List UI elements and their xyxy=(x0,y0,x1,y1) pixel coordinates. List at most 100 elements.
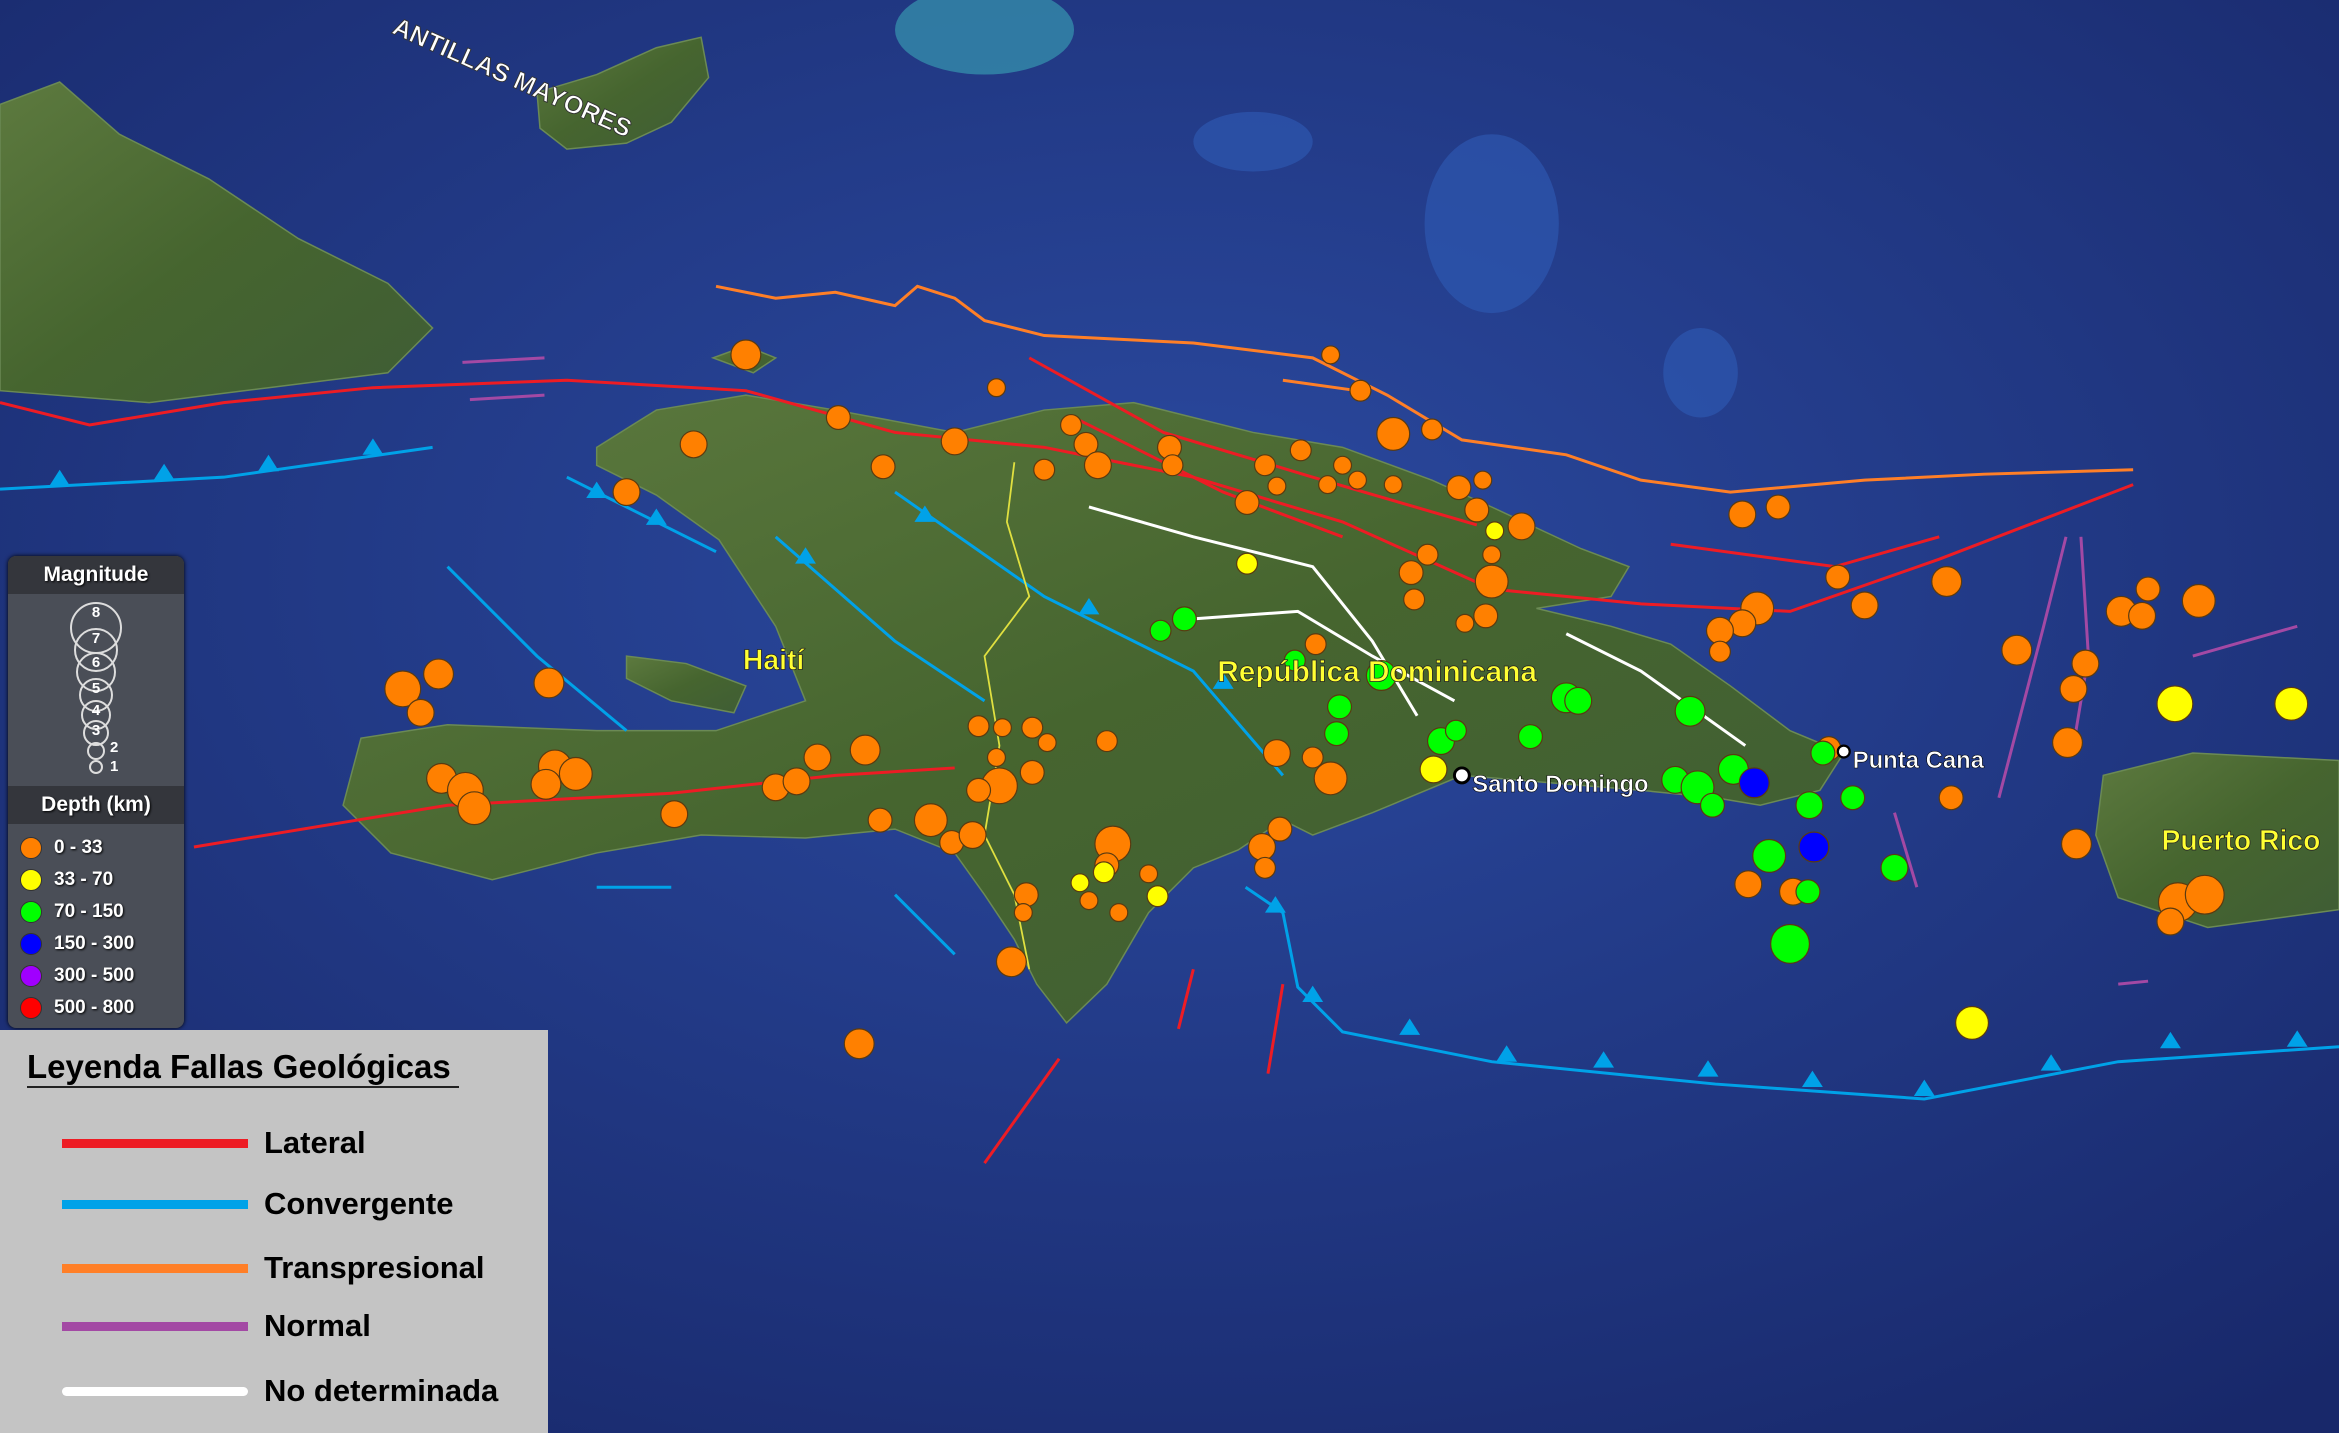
earthquake-marker[interactable] xyxy=(530,768,562,800)
earthquake-marker[interactable] xyxy=(384,670,422,708)
earthquake-marker[interactable] xyxy=(995,946,1027,978)
earthquake-marker[interactable] xyxy=(849,734,881,766)
earthquake-marker[interactable] xyxy=(1304,633,1327,656)
earthquake-marker[interactable] xyxy=(843,1028,875,1060)
earthquake-marker[interactable] xyxy=(1083,451,1112,480)
earthquake-marker[interactable] xyxy=(782,767,811,796)
earthquake-marker[interactable] xyxy=(992,718,1012,738)
earthquake-marker[interactable] xyxy=(966,777,992,803)
earthquake-marker[interactable] xyxy=(1464,497,1490,523)
earthquake-marker[interactable] xyxy=(1267,816,1293,842)
earthquake-marker[interactable] xyxy=(2051,727,2084,759)
earthquake-marker[interactable] xyxy=(1253,856,1277,879)
earthquake-marker[interactable] xyxy=(986,747,1007,768)
earthquake-marker[interactable] xyxy=(533,667,565,699)
earthquake-marker[interactable] xyxy=(1795,791,1824,820)
earthquake-marker[interactable] xyxy=(457,791,492,826)
earthquake-marker[interactable] xyxy=(1236,552,1259,575)
santo-domingo-marker[interactable] xyxy=(1452,766,1471,785)
earthquake-marker[interactable] xyxy=(1734,870,1763,899)
earthquake-marker[interactable] xyxy=(1019,759,1045,785)
earthquake-marker[interactable] xyxy=(2001,634,2033,666)
earthquake-marker[interactable] xyxy=(2156,685,2194,723)
earthquake-marker[interactable] xyxy=(1931,566,1963,598)
earthquake-marker[interactable] xyxy=(1798,831,1830,863)
earthquake-marker[interactable] xyxy=(1482,545,1502,565)
earthquake-marker[interactable] xyxy=(1289,439,1312,462)
earthquake-marker[interactable] xyxy=(730,339,762,371)
earthquake-marker[interactable] xyxy=(1139,864,1159,884)
earthquake-marker[interactable] xyxy=(1765,494,1791,520)
earthquake-marker[interactable] xyxy=(1419,755,1448,784)
earthquake-marker[interactable] xyxy=(1313,761,1348,796)
earthquake-marker[interactable] xyxy=(1327,694,1353,720)
earthquake-marker[interactable] xyxy=(1474,564,1509,599)
earthquake-marker[interactable] xyxy=(2135,576,2161,602)
earthquake-marker[interactable] xyxy=(958,821,987,850)
earthquake-marker[interactable] xyxy=(1037,733,1057,753)
earthquake-marker[interactable] xyxy=(1253,454,1277,477)
earthquake-marker[interactable] xyxy=(2181,583,2216,618)
earthquake-marker[interactable] xyxy=(1825,564,1851,590)
earthquake-marker[interactable] xyxy=(1517,724,1544,750)
earthquake-marker[interactable] xyxy=(1332,455,1353,475)
earthquake-marker[interactable] xyxy=(1421,418,1444,441)
earthquake-marker[interactable] xyxy=(1507,512,1536,541)
earthquake-marker[interactable] xyxy=(1109,903,1129,923)
earthquake-marker[interactable] xyxy=(1383,475,1403,495)
earthquake-marker[interactable] xyxy=(1070,873,1090,893)
earthquake-marker[interactable] xyxy=(1473,470,1493,490)
earthquake-marker[interactable] xyxy=(1770,923,1811,964)
earthquake-marker[interactable] xyxy=(1013,882,1039,908)
earthquake-marker[interactable] xyxy=(1267,476,1287,496)
earthquake-marker[interactable] xyxy=(679,430,708,459)
earthquake-marker[interactable] xyxy=(1810,740,1836,766)
earthquake-marker[interactable] xyxy=(1146,885,1169,908)
earthquake-marker[interactable] xyxy=(1705,616,1734,645)
earthquake-marker[interactable] xyxy=(1473,603,1499,629)
earthquake-marker[interactable] xyxy=(1795,879,1821,905)
earthquake-marker[interactable] xyxy=(2274,686,2309,721)
earthquake-marker[interactable] xyxy=(1699,792,1726,818)
earthquake-marker[interactable] xyxy=(1485,521,1505,541)
earthquake-marker[interactable] xyxy=(1955,1005,1990,1040)
earthquake-marker[interactable] xyxy=(1347,470,1368,490)
earthquake-marker[interactable] xyxy=(1318,475,1338,495)
earthquake-marker[interactable] xyxy=(1234,489,1260,516)
earthquake-marker[interactable] xyxy=(940,427,969,456)
earthquake-marker[interactable] xyxy=(1095,730,1118,753)
earthquake-marker[interactable] xyxy=(2059,674,2088,703)
earthquake-marker[interactable] xyxy=(1247,832,1277,861)
earthquake-marker[interactable] xyxy=(1161,454,1184,477)
earthquake-marker[interactable] xyxy=(1376,416,1411,451)
earthquake-marker[interactable] xyxy=(1398,560,1424,586)
earthquake-marker[interactable] xyxy=(1013,903,1033,923)
earthquake-marker[interactable] xyxy=(1938,785,1964,811)
earthquake-marker[interactable] xyxy=(803,743,832,772)
earthquake-marker[interactable] xyxy=(1455,613,1475,633)
earthquake-marker[interactable] xyxy=(825,404,851,431)
earthquake-marker[interactable] xyxy=(1079,891,1099,911)
earthquake-marker[interactable] xyxy=(1365,659,1397,692)
earthquake-marker[interactable] xyxy=(1283,649,1306,672)
earthquake-marker[interactable] xyxy=(1880,853,1909,882)
earthquake-marker[interactable] xyxy=(2071,649,2100,678)
earthquake-marker[interactable] xyxy=(2184,874,2225,915)
earthquake-marker[interactable] xyxy=(1564,686,1593,715)
punta-cana-marker[interactable] xyxy=(1836,744,1851,759)
earthquake-marker[interactable] xyxy=(1840,785,1866,811)
earthquake-marker[interactable] xyxy=(1301,746,1324,769)
earthquake-marker[interactable] xyxy=(2156,907,2185,936)
earthquake-marker[interactable] xyxy=(986,378,1007,398)
earthquake-marker[interactable] xyxy=(1444,719,1467,742)
earthquake-marker[interactable] xyxy=(1738,767,1770,799)
earthquake-marker[interactable] xyxy=(558,756,593,791)
earthquake-marker[interactable] xyxy=(1033,458,1056,481)
earthquake-marker[interactable] xyxy=(612,478,641,507)
earthquake-marker[interactable] xyxy=(423,658,455,690)
earthquake-marker[interactable] xyxy=(1728,500,1757,529)
earthquake-marker[interactable] xyxy=(1850,591,1879,620)
earthquake-marker[interactable] xyxy=(913,803,948,838)
earthquake-marker[interactable] xyxy=(1092,861,1115,884)
earthquake-marker[interactable] xyxy=(1262,739,1291,768)
